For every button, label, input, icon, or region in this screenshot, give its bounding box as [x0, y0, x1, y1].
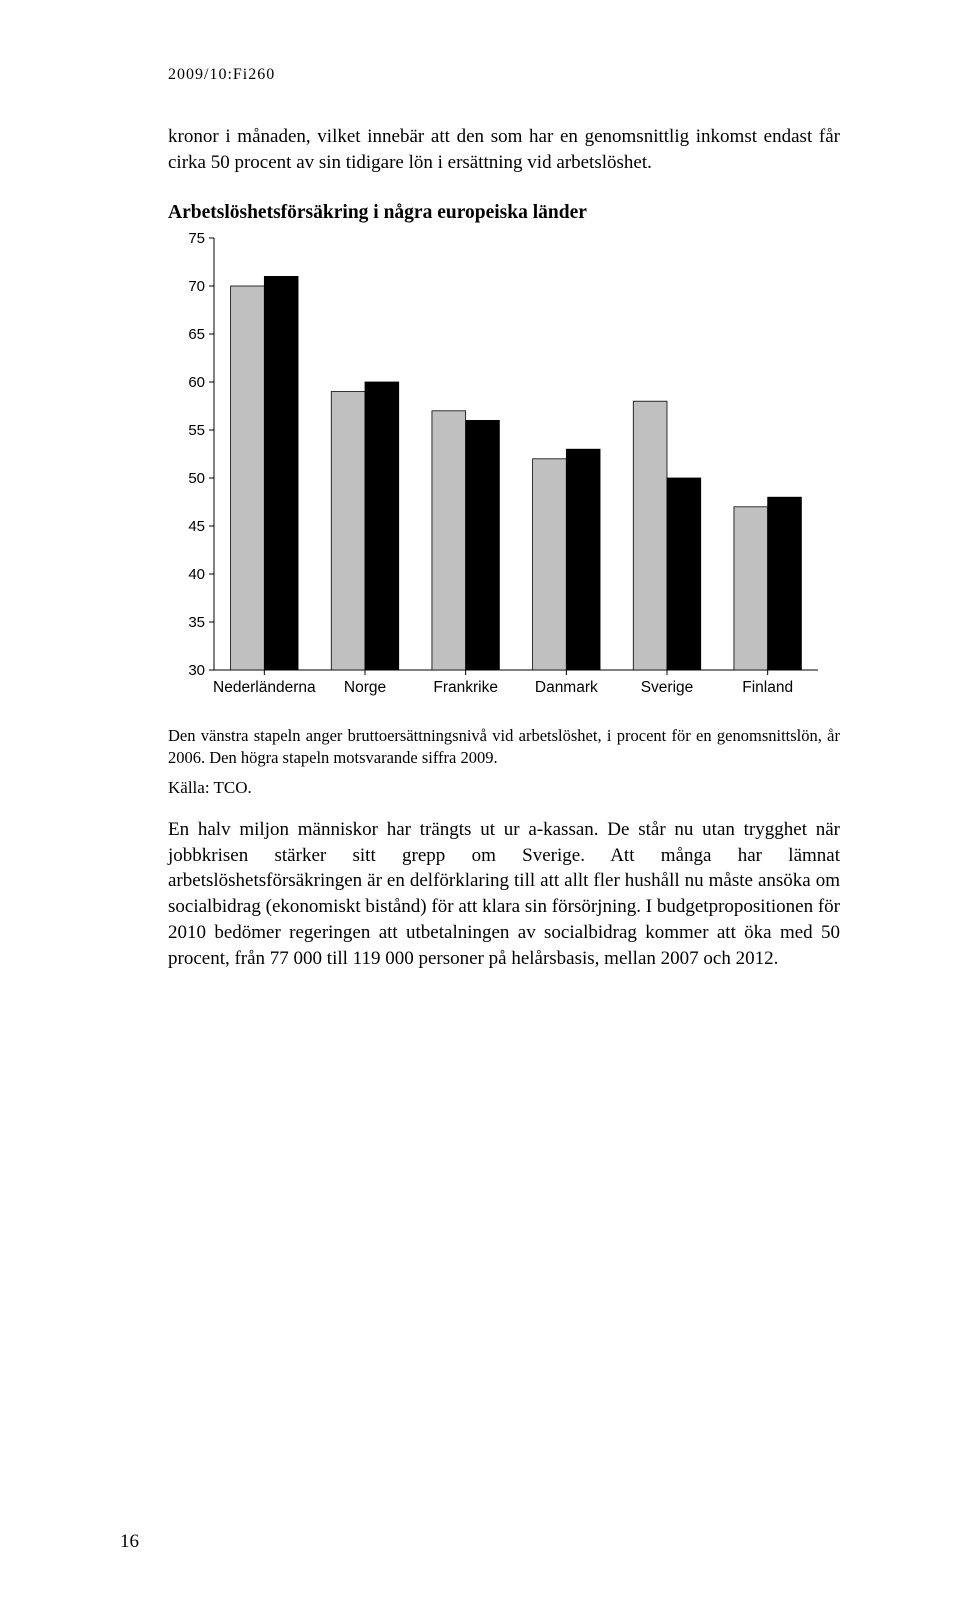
svg-text:40: 40: [188, 566, 205, 583]
chart-svg: 30 35 40 45 50 55 60 65 70 75 Nederländerna Norge Fr…: [168, 230, 826, 704]
chart-caption: Den vänstra stapeln anger bruttoersättni…: [168, 725, 840, 770]
page-number: 16: [120, 1531, 139, 1553]
chart-title: Arbetslöshetsförsäkring i några europeis…: [168, 202, 840, 224]
body-paragraph: En halv miljon människor har trängts ut …: [168, 817, 840, 972]
svg-text:65: 65: [188, 326, 205, 343]
bar-chart: 30 35 40 45 50 55 60 65 70 75 Nederländerna Norge Fr…: [168, 230, 826, 709]
svg-text:Sverige: Sverige: [641, 679, 694, 696]
svg-text:60: 60: [188, 374, 205, 391]
running-head: 2009/10:Fi260: [168, 66, 840, 84]
page: 2009/10:Fi260 kronor i månaden, vilket i…: [0, 0, 960, 1607]
svg-text:Norge: Norge: [344, 679, 386, 696]
svg-text:50: 50: [188, 470, 205, 487]
svg-text:Nederländerna: Nederländerna: [213, 679, 316, 696]
svg-text:35: 35: [188, 614, 205, 631]
chart-source: Källa: TCO.: [168, 778, 840, 798]
svg-text:Danmark: Danmark: [535, 679, 598, 696]
svg-text:Finland: Finland: [742, 679, 793, 696]
svg-text:70: 70: [188, 278, 205, 295]
svg-text:30: 30: [188, 662, 205, 679]
svg-text:55: 55: [188, 422, 205, 439]
svg-text:45: 45: [188, 518, 205, 535]
svg-text:Frankrike: Frankrike: [433, 679, 498, 696]
intro-paragraph: kronor i månaden, vilket innebär att den…: [168, 124, 840, 176]
svg-text:75: 75: [188, 230, 205, 247]
